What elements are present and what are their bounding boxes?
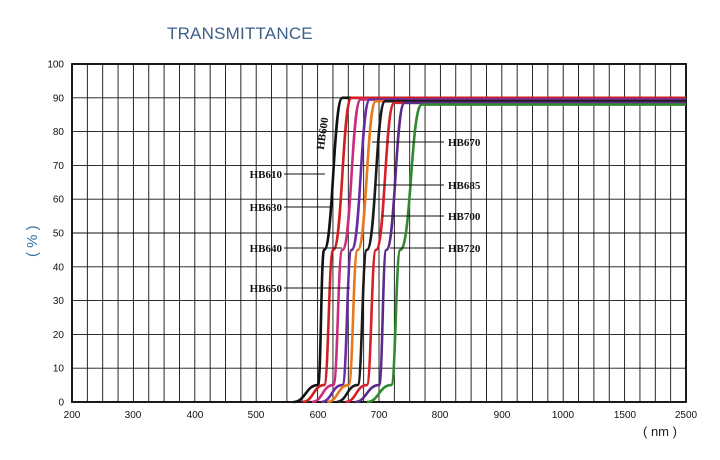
y-tick-label: 20	[53, 330, 65, 341]
y-tick-label: 10	[53, 364, 65, 375]
series-label-hb670: HB670	[448, 137, 481, 149]
chart-title: TRANSMITTANCE	[167, 24, 313, 43]
series-line-hb640	[320, 98, 686, 404]
y-tick-label: 70	[53, 161, 65, 172]
series-label-hb720: HB720	[448, 243, 481, 255]
x-tick-label: 1000	[552, 410, 575, 421]
y-tick-label: 50	[53, 229, 65, 240]
series-label-hb640: HB640	[250, 243, 283, 255]
series-line-hb650	[326, 99, 686, 404]
series-line-hb685	[345, 101, 686, 404]
x-tick-label: 1500	[614, 410, 637, 421]
series-line-hb720	[366, 103, 686, 404]
x-axis-label: ( nm )	[643, 424, 677, 439]
y-tick-label: 90	[53, 93, 65, 104]
x-tick-label: 300	[125, 410, 142, 421]
series-label-hb700: HB700	[448, 211, 481, 223]
y-tick-label: 30	[53, 296, 65, 307]
series-label-hb650: HB650	[250, 283, 283, 295]
y-tick-label: 100	[47, 60, 64, 71]
x-tick-label: 600	[310, 410, 327, 421]
series-label-hb685: HB685	[448, 180, 481, 192]
x-tick-label: 500	[248, 410, 265, 421]
y-tick-label: 60	[53, 195, 65, 206]
x-tick-label: 900	[494, 410, 511, 421]
series-label-hb600: HB600	[315, 116, 331, 150]
x-tick-label: 200	[64, 410, 81, 421]
series-labels: HB610 HB630 HB640 HB650 HB670 HB685 HB700 HB720…	[250, 116, 481, 295]
plot-frame	[71, 63, 687, 403]
series-line-hb630	[311, 98, 686, 404]
y-tick-label: 80	[53, 127, 65, 138]
series-line-hb610	[302, 96, 686, 404]
x-tick-label: 400	[187, 410, 204, 421]
series-label-hb630: HB630	[250, 202, 283, 214]
axis-ticks: 0 10 20 30 40 50 60 70 80 90 100 200 300 400 500 600 700…	[47, 60, 697, 422]
series-label-hb610: HB610	[250, 169, 283, 181]
x-tick-label: 2500	[675, 410, 698, 421]
y-tick-label: 0	[58, 398, 64, 409]
x-tick-label: 700	[371, 410, 388, 421]
x-tick-label: 800	[432, 410, 449, 421]
series-line-hb700	[354, 101, 686, 404]
series-line-hb600	[293, 96, 686, 404]
series-line-hb670	[336, 99, 686, 404]
series-lines	[293, 96, 686, 404]
plot-grid	[71, 63, 687, 403]
y-tick-label: 40	[53, 262, 65, 273]
